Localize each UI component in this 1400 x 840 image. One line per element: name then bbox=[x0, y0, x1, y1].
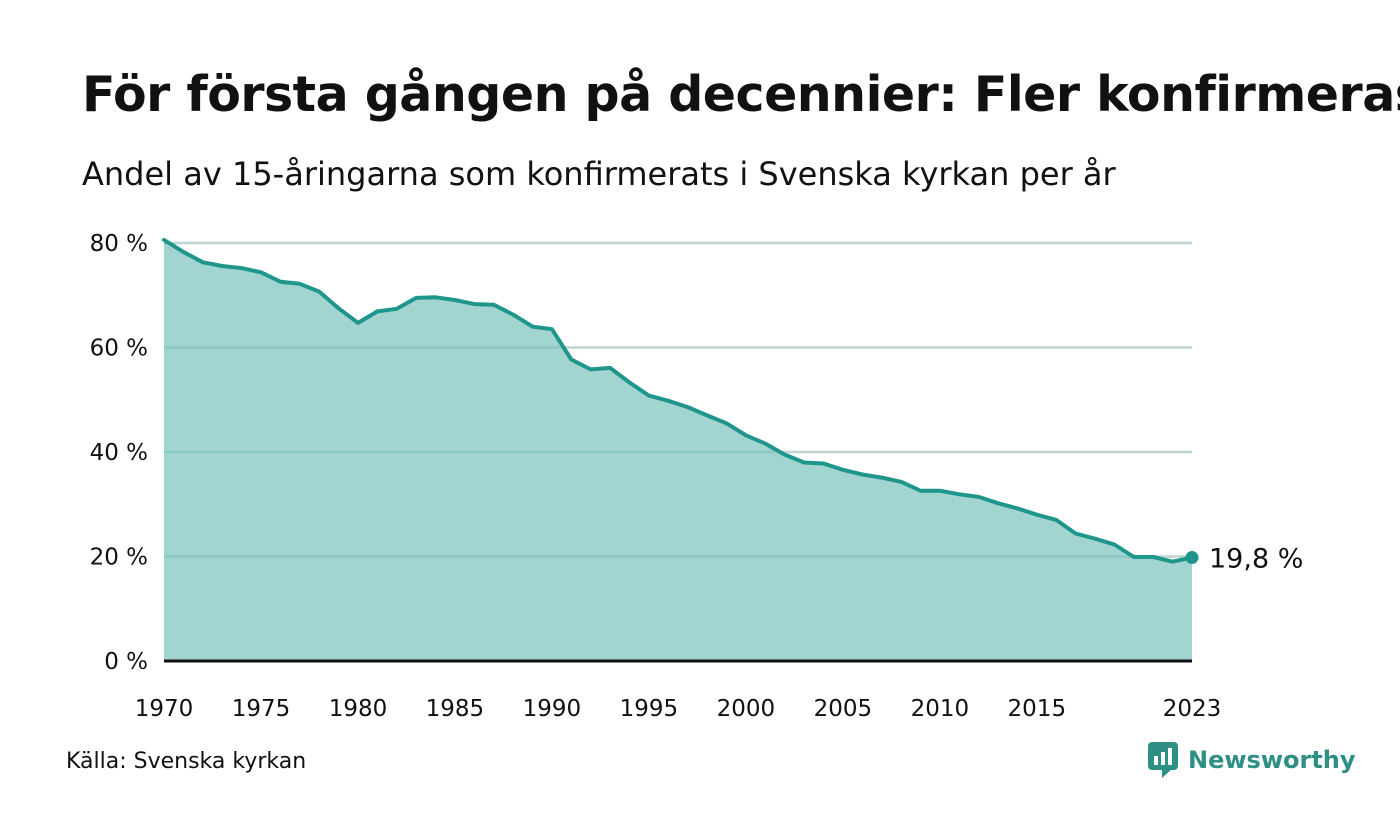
y-tick-label-0: 0 % bbox=[104, 649, 148, 675]
y-tick-label-20: 20 % bbox=[90, 545, 148, 571]
y-tick-label-80: 80 % bbox=[90, 231, 148, 257]
x-tick-label-2010: 2010 bbox=[911, 696, 970, 722]
y-tick-label-60: 60 % bbox=[90, 336, 148, 362]
brand-name: Newsworthy bbox=[1188, 746, 1356, 774]
tick-labels: 0 % 20 % 40 % 60 % 80 % 19,8 % 1970 1975 1980 198… bbox=[90, 231, 1304, 722]
brand-logo: Newsworthy bbox=[1148, 742, 1356, 778]
x-tick-label-1990: 1990 bbox=[523, 696, 582, 722]
x-tick-label-2015: 2015 bbox=[1008, 696, 1067, 722]
x-tick-label-2023: 2023 bbox=[1163, 696, 1222, 722]
end-point-marker bbox=[1185, 551, 1199, 565]
x-tick-label-1975: 1975 bbox=[232, 696, 291, 722]
chat-bar-chart-icon bbox=[1148, 742, 1178, 778]
x-tick-label-2005: 2005 bbox=[814, 696, 873, 722]
x-tick-label-1970: 1970 bbox=[135, 696, 194, 722]
end-value-label: 19,8 % bbox=[1209, 544, 1303, 575]
x-tick-label-1995: 1995 bbox=[620, 696, 679, 722]
chart-subtitle: Andel av 15-åringarna som konfirmerats i… bbox=[82, 155, 1116, 193]
chart-title: För första gången på decennier: Fler kon… bbox=[82, 66, 1400, 123]
series-line bbox=[162, 237, 1194, 564]
x-tick-label-2000: 2000 bbox=[717, 696, 776, 722]
x-tick-label-1985: 1985 bbox=[426, 696, 485, 722]
x-tick-label-1980: 1980 bbox=[329, 696, 388, 722]
area-fill bbox=[164, 239, 1192, 661]
y-tick-label-40: 40 % bbox=[90, 440, 148, 466]
source-note: Källa: Svenska kyrkan bbox=[66, 749, 307, 774]
area-layer bbox=[162, 237, 1199, 661]
